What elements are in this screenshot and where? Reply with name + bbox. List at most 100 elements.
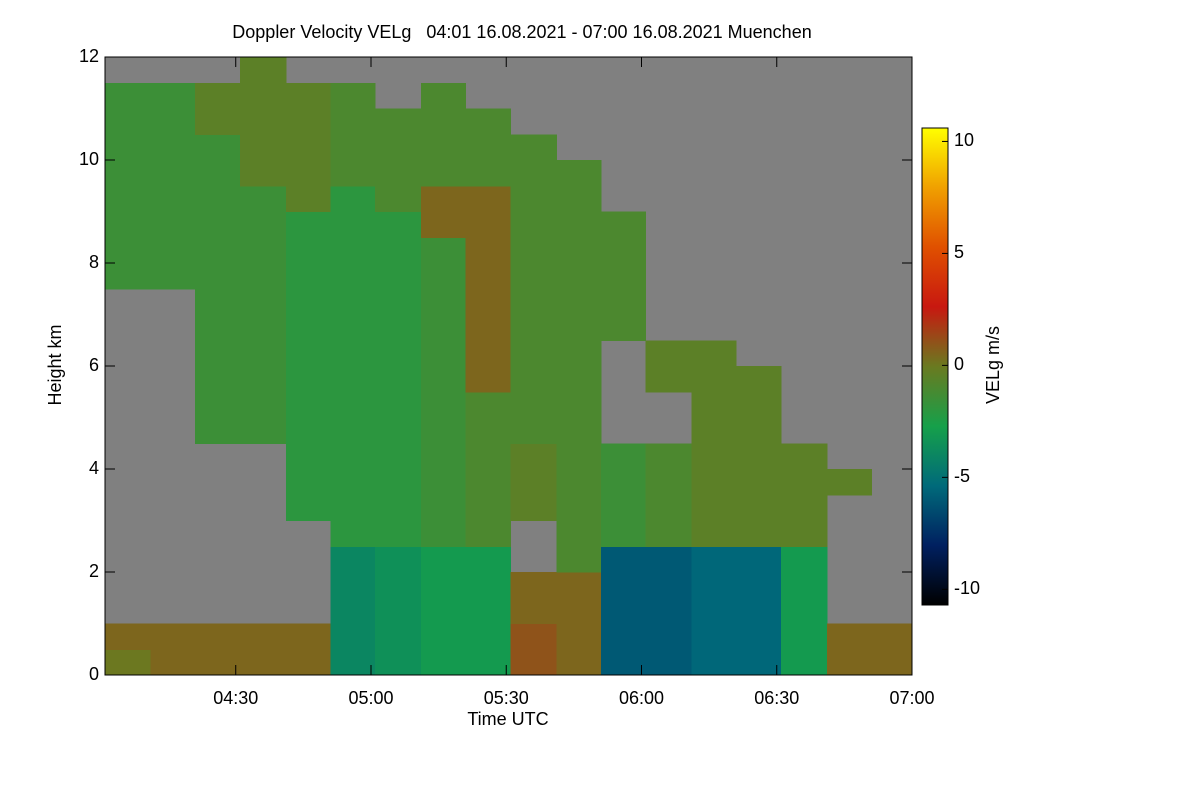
heatmap-cell xyxy=(780,443,828,470)
heatmap-cell xyxy=(375,546,422,573)
heatmap-cell xyxy=(195,623,241,650)
heatmap-cell xyxy=(691,546,737,573)
heatmap-cell xyxy=(465,391,511,418)
heatmap-cell xyxy=(239,288,287,315)
heatmap-cell xyxy=(239,57,287,84)
heatmap-cell xyxy=(375,597,422,624)
heatmap-cell xyxy=(780,597,828,624)
heatmap-cell xyxy=(375,443,422,470)
heatmap-cell xyxy=(826,469,872,496)
heatmap-cell xyxy=(510,185,557,212)
heatmap-cell xyxy=(330,340,376,367)
heatmap-cell xyxy=(510,494,557,521)
heatmap-cell xyxy=(826,623,872,650)
heatmap-cell xyxy=(510,211,557,238)
heatmap-cell xyxy=(871,623,913,650)
heatmap-cell xyxy=(465,288,511,315)
heatmap-cell xyxy=(510,572,557,599)
heatmap-cell xyxy=(239,366,287,393)
heatmap-cell xyxy=(330,623,376,650)
heatmap-cell xyxy=(780,649,828,676)
heatmap-cell xyxy=(375,494,422,521)
heatmap-cell xyxy=(556,623,602,650)
y-tick-label: 10 xyxy=(79,149,99,169)
heatmap-cell xyxy=(465,546,511,573)
heatmap-cell xyxy=(239,211,287,238)
y-tick-label: 0 xyxy=(89,664,99,684)
heatmap-cell xyxy=(871,649,913,676)
heatmap-cell xyxy=(105,185,152,212)
heatmap-cell xyxy=(780,520,828,547)
heatmap-cell xyxy=(285,469,331,496)
heatmap-cell xyxy=(375,366,422,393)
heatmap-cell xyxy=(465,160,511,187)
heatmap-cell xyxy=(195,134,241,161)
heatmap-cell xyxy=(375,108,422,135)
heatmap-cell xyxy=(736,417,782,444)
x-tick-label: 04:30 xyxy=(213,688,258,708)
heatmap-cell xyxy=(465,237,511,264)
heatmap-cell xyxy=(645,597,693,624)
heatmap-cell xyxy=(600,469,647,496)
heatmap-cell xyxy=(375,623,422,650)
heatmap-cell xyxy=(375,211,422,238)
heatmap-cell xyxy=(330,288,376,315)
heatmap-cell xyxy=(105,82,152,109)
heatmap-cell xyxy=(510,340,557,367)
heatmap-cell xyxy=(421,340,467,367)
heatmap-cell xyxy=(195,263,241,290)
heatmap-cell xyxy=(330,263,376,290)
heatmap-cell xyxy=(736,572,782,599)
y-tick-label: 2 xyxy=(89,561,99,581)
heatmap-cell xyxy=(556,520,602,547)
heatmap-cell xyxy=(375,288,422,315)
heatmap-cell xyxy=(421,597,467,624)
heatmap-cell xyxy=(465,108,511,135)
heatmap-cell xyxy=(105,211,152,238)
heatmap-cell xyxy=(330,185,376,212)
heatmap-cell xyxy=(421,134,467,161)
heatmap-cell xyxy=(285,134,331,161)
colorbar-label: VELg m/s xyxy=(983,326,1003,404)
heatmap-cell xyxy=(645,572,693,599)
heatmap-cell xyxy=(285,82,331,109)
heatmap-cell xyxy=(421,572,467,599)
heatmap-cell xyxy=(150,108,196,135)
heatmap-cell xyxy=(421,314,467,341)
heatmap-cell xyxy=(465,340,511,367)
heatmap-cell xyxy=(556,546,602,573)
heatmap-cell xyxy=(239,185,287,212)
x-tick-label: 07:00 xyxy=(889,688,934,708)
x-tick-label: 06:30 xyxy=(754,688,799,708)
heatmap-cell xyxy=(150,649,196,676)
heatmap-cell xyxy=(645,469,693,496)
heatmap-cell xyxy=(239,340,287,367)
heatmap-cell xyxy=(105,134,152,161)
heatmap-cell xyxy=(105,649,152,676)
heatmap-cell xyxy=(285,185,331,212)
heatmap-cell xyxy=(465,649,511,676)
heatmap-cell xyxy=(600,623,647,650)
heatmap-cell xyxy=(330,134,376,161)
heatmap-cell xyxy=(645,340,693,367)
heatmap-cell xyxy=(195,82,241,109)
heatmap-cell xyxy=(556,469,602,496)
heatmap-cell xyxy=(150,160,196,187)
colorbar-tick-label: -5 xyxy=(954,466,970,486)
heatmap-cell xyxy=(691,417,737,444)
heatmap-cell xyxy=(556,211,602,238)
heatmap-cell xyxy=(510,288,557,315)
heatmap-cell xyxy=(330,417,376,444)
heatmap-cell xyxy=(600,546,647,573)
heatmap-cell xyxy=(645,520,693,547)
heatmap-cell xyxy=(195,417,241,444)
heatmap-cell xyxy=(736,649,782,676)
heatmap-cell xyxy=(285,314,331,341)
y-tick-label: 8 xyxy=(89,252,99,272)
heatmap-cell xyxy=(421,160,467,187)
heatmap-cell xyxy=(465,185,511,212)
heatmap-cell xyxy=(465,314,511,341)
heatmap-cell xyxy=(736,520,782,547)
heatmap-cell xyxy=(239,623,287,650)
